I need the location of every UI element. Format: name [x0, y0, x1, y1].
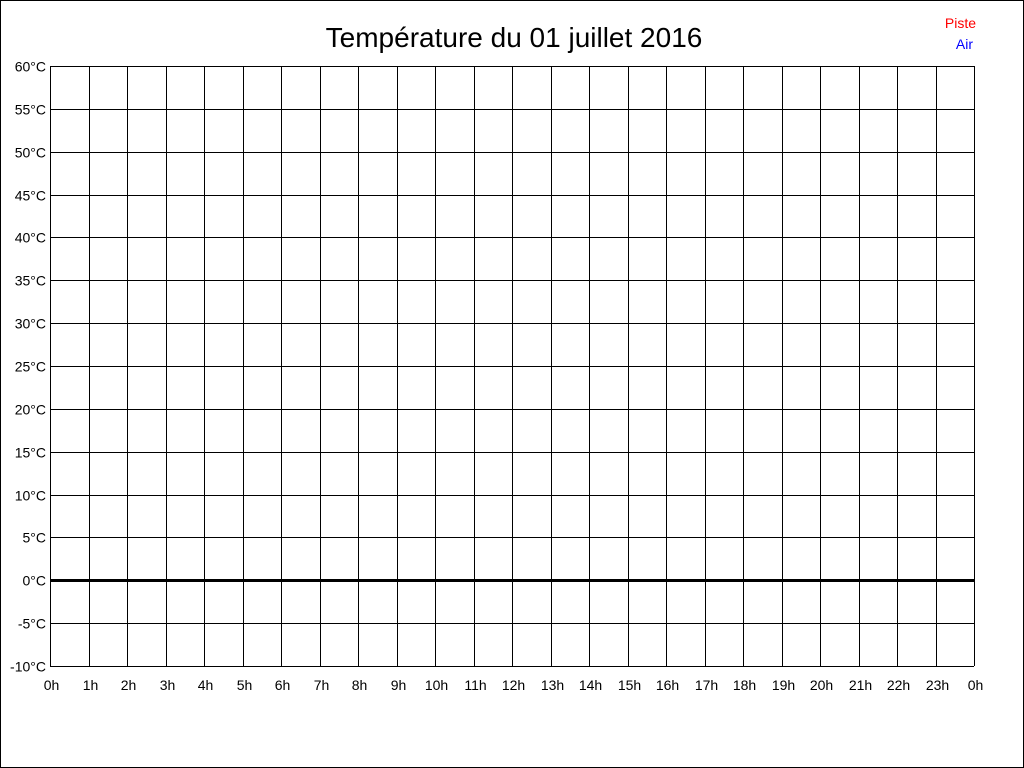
- legend-piste: Piste: [945, 15, 976, 31]
- x-tick-label: 16h: [656, 677, 679, 693]
- x-tick-label: 11h: [464, 677, 486, 693]
- x-tick-label: 21h: [849, 677, 872, 693]
- x-tick-label: 22h: [887, 677, 910, 693]
- x-tick-label: 7h: [314, 677, 330, 693]
- x-tick-label: 3h: [160, 677, 176, 693]
- x-tick-label: 19h: [772, 677, 795, 693]
- x-tick-label: 18h: [733, 677, 756, 693]
- x-tick-label: 9h: [391, 677, 407, 693]
- chart-title: Température du 01 juillet 2016: [326, 22, 703, 53]
- y-tick-label: 25°C: [15, 359, 46, 375]
- y-tick-label: 50°C: [15, 145, 46, 161]
- x-tick-label: 13h: [541, 677, 564, 693]
- x-tick-label: 1h: [83, 677, 99, 693]
- y-tick-label: 60°C: [15, 59, 46, 75]
- y-tick-label: 5°C: [23, 530, 47, 546]
- y-tick-label: 30°C: [15, 316, 46, 332]
- y-tick-label: 55°C: [15, 102, 46, 118]
- x-tick-label: 14h: [579, 677, 602, 693]
- x-tick-label: 4h: [198, 677, 214, 693]
- y-tick-label: -5°C: [18, 616, 46, 632]
- x-tick-label: 12h: [502, 677, 525, 693]
- y-tick-label: 10°C: [15, 488, 46, 504]
- y-tick-label: 0°C: [23, 573, 47, 589]
- x-tick-label: 20h: [810, 677, 833, 693]
- x-tick-label: 17h: [695, 677, 718, 693]
- x-tick-label: 23h: [926, 677, 949, 693]
- x-tick-label: 2h: [121, 677, 137, 693]
- legend-air: Air: [956, 36, 973, 52]
- y-tick-label: 45°C: [15, 188, 46, 204]
- x-tick-label: 5h: [237, 677, 253, 693]
- x-tick-label: 8h: [352, 677, 368, 693]
- x-tick-label: 6h: [275, 677, 291, 693]
- y-tick-label: 15°C: [15, 445, 46, 461]
- y-tick-label: 40°C: [15, 230, 46, 246]
- y-tick-label: 20°C: [15, 402, 46, 418]
- x-tick-label: 0h: [44, 677, 60, 693]
- x-tick-label: 15h: [618, 677, 641, 693]
- y-tick-label: -10°C: [10, 659, 46, 675]
- y-tick-label: 35°C: [15, 273, 46, 289]
- x-tick-label: 10h: [425, 677, 448, 693]
- x-tick-label: 0h: [968, 677, 984, 693]
